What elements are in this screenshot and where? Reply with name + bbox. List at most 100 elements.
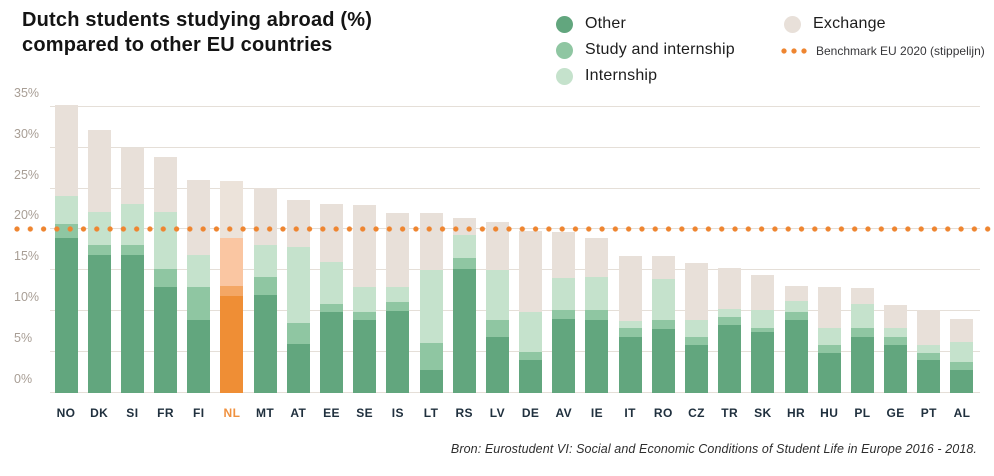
bar-segment-CZ-exchange	[685, 262, 708, 321]
bar-LT	[419, 213, 443, 393]
bar-segment-EE-exchange	[319, 204, 343, 263]
bar-segment-AT-other	[286, 343, 310, 393]
bar-segment-TR-study-and-internship	[718, 316, 742, 326]
other-legend-dot-icon	[556, 15, 573, 33]
bar-segment-RS-other	[452, 268, 476, 393]
bar-segment-AV-other	[552, 319, 576, 393]
bar-segment-HR-other	[784, 320, 808, 393]
bar-AT	[286, 199, 310, 393]
bar-segment-SI-study-and-internship	[120, 244, 144, 255]
bar-segment-FI-exchange	[187, 179, 211, 255]
bar-segment-RO-internship	[651, 279, 675, 321]
bar-segment-PT-study-and-internship	[917, 352, 941, 361]
bar-segment-EE-study-and-internship	[319, 303, 343, 312]
source-note: Bron: Eurostudent VI: Social and Economi…	[450, 442, 977, 456]
x-axis-label-DE: DE	[521, 406, 540, 420]
bar-segment-HR-exchange	[784, 285, 808, 301]
bar-segment-SE-exchange	[353, 204, 377, 288]
gridline-15	[50, 269, 980, 271]
bar-segment-IE-other	[585, 320, 609, 393]
bar-segment-RO-study-and-internship	[651, 320, 675, 330]
bar-segment-IS-study-and-internship	[386, 302, 410, 312]
y-axis-label-10: 10%	[14, 290, 40, 305]
bar-GE	[884, 304, 908, 393]
bar-segment-PL-internship	[850, 303, 874, 329]
bar-segment-PT-internship	[917, 344, 941, 353]
bar-segment-LT-other	[419, 370, 443, 393]
legend-item-other: Other	[556, 15, 626, 33]
bar-segment-IE-study-and-internship	[585, 310, 609, 321]
bar-segment-NL-internship	[220, 237, 244, 286]
y-axis-label-30: 30%	[14, 126, 40, 141]
bar-segment-LV-internship	[485, 270, 509, 321]
bar-segment-SE-other	[353, 320, 377, 393]
y-axis-label-15: 15%	[14, 249, 40, 264]
bar-segment-RS-internship	[452, 235, 476, 259]
bar-segment-NO-other	[54, 238, 78, 393]
bar-segment-IT-internship	[618, 321, 642, 329]
bar-AV	[552, 231, 576, 393]
legend-label-benchmark: Benchmark EU 2020 (stippelijn)	[816, 44, 985, 58]
bar-segment-HU-exchange	[817, 287, 841, 329]
y-axis-label-35: 35%	[14, 85, 40, 100]
bar-segment-CZ-study-and-internship	[685, 336, 708, 345]
x-axis-label-PT: PT	[920, 406, 937, 420]
x-axis-label-LV: LV	[489, 406, 506, 420]
study-and-internship-legend-dot-icon	[556, 41, 573, 59]
bar-segment-SI-exchange	[120, 147, 144, 205]
bar-segment-LV-other	[485, 336, 509, 393]
bar-segment-GE-internship	[884, 328, 908, 337]
x-axis-label-IE: IE	[590, 406, 604, 420]
bar-DK	[87, 130, 111, 393]
bar-HR	[784, 285, 808, 393]
x-axis-label-FR: FR	[157, 406, 174, 420]
benchmark-dotted-line-icon	[781, 48, 808, 54]
bar-segment-AV-exchange	[552, 231, 576, 278]
x-axis-label-SK: SK	[754, 406, 772, 420]
bar-IE	[585, 237, 609, 393]
bar-segment-GE-exchange	[884, 304, 908, 329]
bar-segment-IT-other	[618, 336, 642, 393]
bar-segment-LV-study-and-internship	[485, 320, 509, 337]
x-axis-label-PL: PL	[854, 406, 871, 420]
x-axis-label-AV: AV	[555, 406, 573, 420]
bar-IS	[386, 213, 410, 393]
bar-segment-FR-exchange	[154, 156, 178, 213]
x-axis-label-SI: SI	[126, 406, 139, 420]
x-axis-label-IS: IS	[391, 406, 404, 420]
bar-segment-AT-study-and-internship	[286, 322, 310, 344]
bar-segment-IS-exchange	[386, 213, 410, 288]
gridline-5	[50, 351, 980, 353]
x-axis-label-FI: FI	[193, 406, 205, 420]
bar-segment-DK-exchange	[87, 130, 111, 213]
y-axis-label-5: 5%	[14, 331, 33, 346]
bar-segment-SI-internship	[120, 204, 144, 245]
bar-segment-SE-study-and-internship	[353, 312, 377, 321]
bar-segment-IE-internship	[585, 276, 609, 311]
bar-segment-PL-study-and-internship	[850, 328, 874, 337]
bar-segment-FI-internship	[187, 254, 211, 287]
bar-AL	[950, 318, 974, 393]
bar-segment-DK-other	[87, 254, 111, 393]
bar-segment-DE-exchange	[519, 231, 543, 313]
bar-segment-DE-study-and-internship	[519, 352, 543, 361]
bar-segment-MT-other	[253, 294, 277, 393]
bar-segment-FI-other	[187, 320, 211, 393]
bar-segment-NL-exchange	[220, 181, 244, 238]
x-axis-label-TR: TR	[721, 406, 739, 420]
bar-segment-NL-study-and-internship	[220, 285, 244, 296]
bar-segment-CZ-other	[685, 344, 708, 393]
bar-TR	[718, 267, 742, 393]
bar-segment-NO-internship	[54, 195, 78, 224]
bar-NL	[220, 181, 244, 393]
bar-segment-AT-exchange	[286, 199, 310, 247]
legend-item-benchmark: Benchmark EU 2020 (stippelijn)	[781, 44, 985, 58]
x-axis-label-LT: LT	[423, 406, 439, 420]
bar-segment-PT-exchange	[917, 310, 941, 345]
bar-segment-GE-study-and-internship	[884, 336, 908, 345]
bar-segment-AL-other	[950, 370, 974, 393]
page-title: Dutch students studying abroad (%) compa…	[22, 8, 372, 58]
benchmark-line	[14, 226, 991, 233]
bar-segment-HU-internship	[817, 328, 841, 345]
x-axis-label-CZ: CZ	[688, 406, 705, 420]
